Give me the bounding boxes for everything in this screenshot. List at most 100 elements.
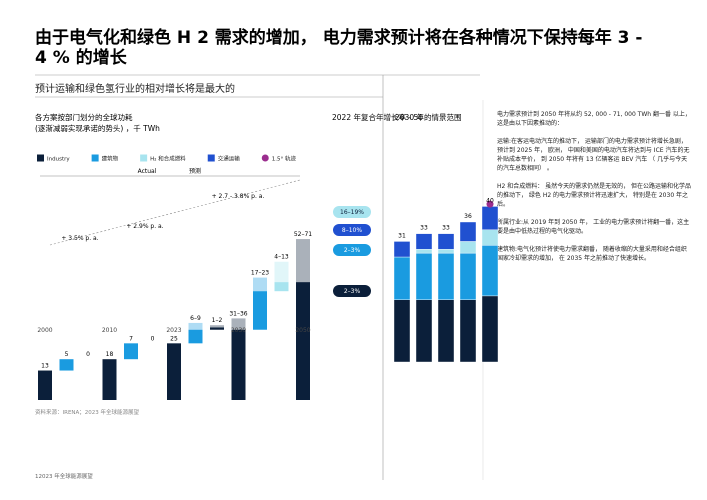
value-label: 31–36 (229, 310, 247, 317)
value-label: 0 (151, 335, 155, 342)
value-label: 13 (41, 363, 49, 370)
bar-segment (437, 249, 455, 254)
bar (210, 327, 224, 330)
x-tick-label: 2000 (37, 327, 52, 334)
bar (188, 329, 203, 344)
bar-range (231, 318, 246, 330)
note: 电力需求预计到 2050 年将从约 52, 000 - 71, 000 TWh … (497, 111, 691, 127)
annotation: + 2.7 - 3.8% p. a. (212, 193, 265, 200)
bar-range (188, 322, 203, 330)
label-bg (186, 167, 204, 175)
bar (124, 343, 138, 360)
legend-label: 1.5° 轨迹 (272, 155, 297, 163)
bar-segment (481, 206, 499, 230)
bar-segment (415, 233, 433, 250)
bar (296, 282, 310, 400)
bar-range (210, 325, 224, 328)
cagr-badge (333, 206, 371, 218)
bar-range (296, 239, 310, 283)
legend-label: Industry (47, 157, 70, 163)
bar-segment (459, 241, 477, 254)
notes: 电力需求预计到 2050 年将从约 52, 000 - 71, 000 TWh … (497, 110, 692, 263)
legend-swatch (207, 154, 215, 162)
note: H2 和合成燃料： 虽然今天的需求仍然是无效的， 但在公路运输和化学品的推动下，… (497, 183, 692, 208)
value-label: 4–13 (274, 254, 289, 261)
bar (231, 329, 246, 400)
cagr-label: 2–3% (344, 288, 361, 295)
total-label: 33 (420, 225, 428, 232)
marker (486, 200, 494, 208)
x-tick-label: 2010 (102, 327, 117, 334)
value-label: 18 (106, 351, 114, 358)
annotation: 预测 (189, 167, 201, 175)
x-tick-label: 2030 (231, 327, 246, 334)
chart-title: 2030 年的情景范围 (395, 112, 461, 122)
value-label: 17–23 (251, 270, 269, 277)
cagr-badge (333, 285, 371, 297)
legend-swatch (37, 154, 44, 162)
x-tick-label: 2050 (295, 327, 310, 334)
legend-swatch (261, 154, 269, 162)
annotation: + 2.9% p. a. (126, 223, 163, 230)
annotation: + 3.5% p. a. (61, 235, 98, 242)
value-label: 6–9 (190, 315, 201, 322)
bar-segment (393, 256, 411, 300)
label-bg (135, 168, 159, 175)
bar-segment (459, 299, 477, 363)
arrow-line (49, 179, 301, 246)
bar-segment (393, 299, 411, 363)
bar (38, 370, 52, 400)
page-title: 由于电气化和绿色 H 2 需求的增加， 电力需求预计将在各种情况下保持每年 3 … (35, 28, 643, 68)
bar-segment (481, 229, 499, 246)
value-label: 7 (129, 335, 133, 342)
note: 建筑物:电气化预计将使电力需求翻番， 随着收缩的大量采用和经合组织国家冷却需求的… (497, 246, 687, 262)
value-label: 1–2 (212, 317, 223, 324)
legend-label: H₂ 和合成燃料 (150, 155, 186, 163)
value-label: 5 (65, 351, 69, 358)
cagr-badge (333, 244, 371, 256)
source: 资料来源：IRENA；2023 年全球能源展望 (35, 408, 140, 416)
footer: 12023 年全球能源展望 (35, 472, 93, 480)
total-label: 40 (486, 197, 494, 204)
legend-label: 交通运输 (218, 155, 241, 163)
bar-segment (415, 249, 433, 254)
bar-segment (459, 221, 477, 242)
bar (102, 359, 117, 400)
value-label: 25 (170, 335, 178, 342)
bar-range (253, 277, 267, 292)
bar-segment (415, 252, 433, 300)
bar-segment (437, 299, 455, 363)
value-label: 52–71 (294, 231, 312, 238)
bar-segment (437, 252, 455, 300)
note: 运输:在客运电动汽车的推动下， 运输部门的电力需求预计将增长急剧， 预计到 20… (497, 138, 690, 172)
total-label: 31 (398, 232, 406, 239)
total-label: 33 (442, 225, 450, 232)
bar-segment (481, 245, 499, 297)
value-label: 0 (86, 351, 90, 358)
x-tick-label: 2023 (166, 327, 181, 334)
bar (253, 291, 267, 330)
note: 所属行业:从 2019 年到 2050 年， 工业的电力需求预计将翻一番，这主要… (497, 219, 690, 235)
legend-label: 建筑物 (102, 155, 119, 163)
bar (59, 359, 74, 371)
bar-segment (415, 299, 433, 363)
cagr-label: 16–19% (340, 209, 364, 216)
bar-segment (459, 252, 477, 300)
cagr-label: 2–3% (344, 247, 361, 254)
annotation: Actual (138, 168, 157, 175)
page-subtitle: 预计运输和绿色氢行业的相对增长将是最大的 (35, 84, 235, 95)
cagr-badge (333, 224, 371, 236)
chart-title: 各方案按部门划分的全球功耗 (35, 112, 133, 122)
bar-segment (437, 233, 455, 250)
chart-subtitle: (逐渐减弱实现承诺的势头) ，千 TWh (35, 123, 160, 133)
bar-range (274, 261, 289, 283)
total-label: 36 (464, 213, 472, 220)
bar-segment (481, 295, 499, 363)
legend-swatch (140, 154, 148, 162)
cagr-title: 2022 年复合年增长率 - 50 (332, 112, 423, 122)
bar (167, 343, 181, 400)
legend-swatch (91, 154, 99, 162)
cagr-label: 8–10% (342, 227, 362, 234)
